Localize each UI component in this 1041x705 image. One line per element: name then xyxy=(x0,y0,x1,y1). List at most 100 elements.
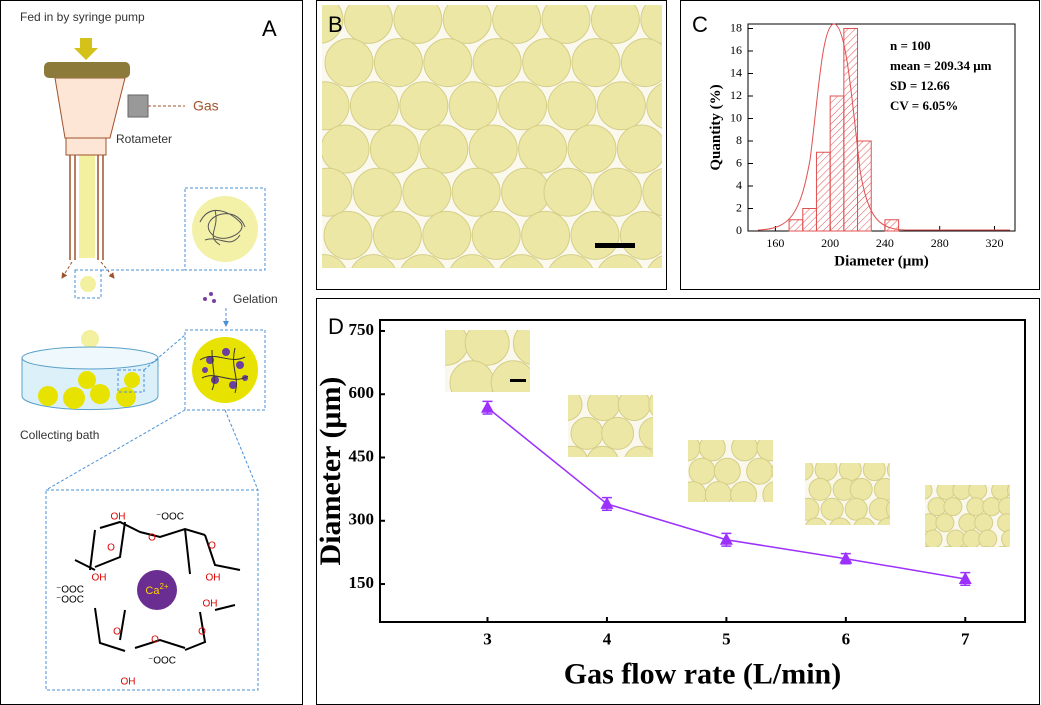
x-tick-label: 160 xyxy=(766,236,784,250)
y-tick-label: 2 xyxy=(736,200,742,214)
panel-label: C xyxy=(692,12,708,37)
bead xyxy=(981,545,992,547)
bead xyxy=(349,81,399,131)
bead xyxy=(647,255,662,268)
nozzle xyxy=(54,77,126,139)
bead xyxy=(399,81,449,131)
bead xyxy=(324,38,374,88)
x-tick-label: 7 xyxy=(961,630,970,649)
molecule-label: OH xyxy=(121,677,136,688)
y-tick-label: 18 xyxy=(730,20,742,34)
bead xyxy=(688,481,707,502)
bead xyxy=(704,481,732,502)
bead xyxy=(925,529,943,547)
bead xyxy=(805,497,820,521)
bead xyxy=(596,81,646,131)
bead xyxy=(1007,485,1010,498)
bead xyxy=(868,497,890,521)
bead xyxy=(423,38,473,88)
rotameter-knob xyxy=(127,94,149,118)
bead xyxy=(445,330,469,366)
bead xyxy=(543,167,593,217)
bead xyxy=(943,545,953,547)
molecule-label: ⁻OOC xyxy=(56,595,84,606)
gel-bead xyxy=(192,337,258,403)
bead xyxy=(468,124,518,174)
molecule-label: ⁻OOC xyxy=(56,585,84,596)
molecule-label: OH xyxy=(92,573,107,584)
bead xyxy=(925,545,930,547)
fit-curve xyxy=(757,23,1010,231)
zoom-line xyxy=(143,334,186,371)
bead xyxy=(499,254,544,268)
molecule-label: OH xyxy=(206,573,221,584)
bead xyxy=(688,457,716,485)
bead xyxy=(322,254,347,268)
y-tick-label: 300 xyxy=(349,510,375,529)
feed-label: Fed in by syringe pump xyxy=(20,10,145,24)
bead xyxy=(422,210,472,260)
bead xyxy=(991,485,1010,500)
bead xyxy=(451,167,501,217)
plot-frame xyxy=(379,319,1026,623)
zoom-line xyxy=(224,409,259,491)
x-tick-label: 320 xyxy=(985,236,1003,250)
bead xyxy=(369,124,419,174)
molecule-label: OH xyxy=(111,512,126,523)
bead xyxy=(962,529,982,547)
bead xyxy=(838,463,862,482)
bead xyxy=(862,463,886,482)
bead xyxy=(402,167,452,217)
y-tick-label: 10 xyxy=(730,110,742,124)
bead xyxy=(820,497,844,521)
bead xyxy=(322,124,370,174)
x-tick-label: 6 xyxy=(842,630,851,649)
y-tick-label: 8 xyxy=(736,133,742,147)
bead xyxy=(323,210,373,260)
histogram-bar xyxy=(829,95,845,232)
bead xyxy=(343,5,393,44)
bead xyxy=(646,82,662,129)
y-tick-label: 0 xyxy=(736,223,742,237)
bead xyxy=(966,497,986,517)
bead xyxy=(442,5,492,44)
bead xyxy=(925,485,933,500)
zoom-box xyxy=(45,489,259,691)
cap xyxy=(44,62,130,78)
bead xyxy=(978,529,998,547)
bead xyxy=(492,5,542,44)
bead xyxy=(587,395,621,422)
histogram-bar xyxy=(857,140,872,232)
bead xyxy=(393,5,443,44)
bead xyxy=(925,513,939,533)
y-tick-label: 750 xyxy=(349,320,375,339)
bead xyxy=(619,210,662,260)
bead xyxy=(808,477,832,501)
x-tick-label: 4 xyxy=(603,630,612,649)
beads xyxy=(568,395,653,457)
bead xyxy=(997,545,1008,547)
bead xyxy=(814,463,838,482)
bead xyxy=(762,481,773,502)
bead xyxy=(351,254,396,268)
annotation: CV = 6.05% xyxy=(890,98,958,113)
x-axis-label: Diameter (μm) xyxy=(834,254,928,270)
beads xyxy=(38,371,140,409)
ion-symbol: Ca xyxy=(145,585,160,597)
bead xyxy=(567,124,617,174)
bead xyxy=(400,254,445,268)
bead xyxy=(568,395,583,421)
bead xyxy=(731,440,759,462)
data-marker xyxy=(481,400,494,413)
bead xyxy=(590,5,640,44)
y-tick-label: 600 xyxy=(349,383,375,402)
bead xyxy=(936,485,956,500)
bead xyxy=(547,81,597,131)
bead xyxy=(927,497,947,517)
bead xyxy=(518,124,568,174)
droplet xyxy=(80,276,96,292)
bead xyxy=(598,254,643,268)
polymer-chains xyxy=(199,209,246,246)
beads xyxy=(925,485,1010,547)
bead xyxy=(571,38,621,88)
